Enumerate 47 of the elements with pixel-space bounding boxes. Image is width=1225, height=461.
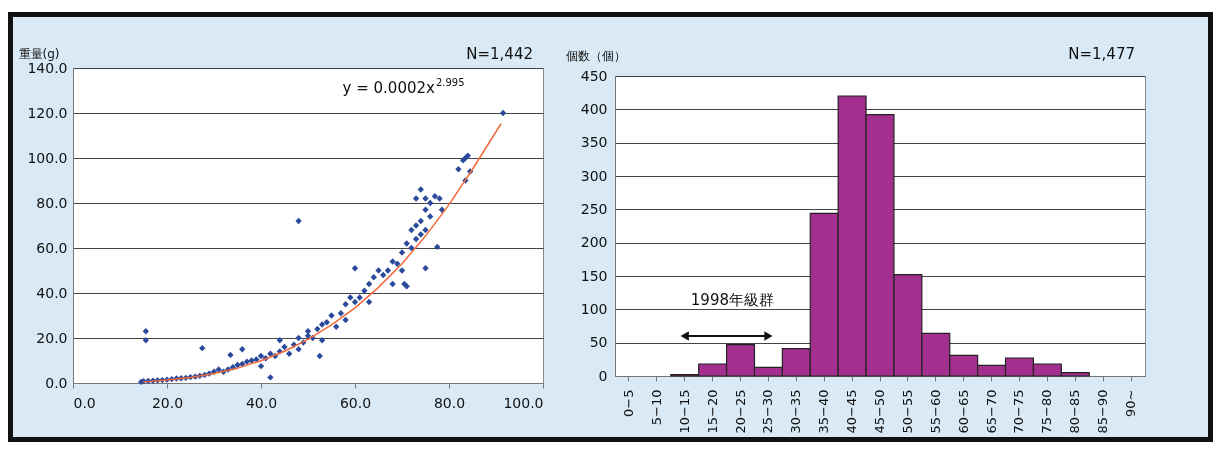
x-tick-label: 5−10	[648, 389, 664, 426]
x-tick-label: 80−85	[1067, 389, 1083, 434]
x-tick-label: 45−50	[872, 389, 887, 434]
x-tick-label: 60.0	[339, 394, 372, 411]
x-tick-label: 30−35	[788, 389, 804, 434]
text: N=1,477	[1068, 45, 1135, 63]
y-tick-label: 350	[580, 134, 608, 151]
y-tick-label: 80.0	[36, 194, 68, 211]
y-tick-label: 0.0	[45, 374, 68, 391]
x-tick-label: 75−80	[1039, 389, 1055, 434]
x-tick-label: 85−90	[1095, 389, 1111, 434]
y-tick-label: 100	[580, 300, 608, 317]
y-axis-title: 個数（個）	[565, 48, 626, 63]
y-tick-label: 100.0	[27, 149, 68, 166]
x-tick-label: 40.0	[245, 394, 278, 411]
y-tick-label: 120.0	[27, 104, 68, 121]
y-axis-title: 重量(g)	[18, 46, 60, 61]
y-tick-label: 300	[580, 167, 608, 184]
annotation: 1998年級群	[690, 291, 774, 309]
y-tick-label: 450	[580, 67, 608, 84]
y-tick-label: 0	[598, 367, 608, 384]
x-tick-label: 20−25	[732, 389, 748, 434]
x-tick-label: 20.0	[151, 394, 184, 411]
x-tick-label: 0.0	[73, 394, 96, 411]
x-tick-label: 55−60	[927, 389, 943, 434]
text: N=1,442	[466, 45, 533, 63]
x-tick-label: 25−30	[760, 389, 776, 434]
x-tick-label: 65−70	[983, 389, 999, 434]
x-tick-label: 50−55	[899, 389, 915, 434]
y-tick-label: 400	[580, 100, 608, 117]
x-tick-label: 0−5	[620, 389, 636, 417]
y-tick-label: 250	[580, 200, 608, 217]
x-tick-label: 100.0	[503, 394, 544, 411]
y-tick-label: 150	[580, 267, 608, 284]
x-tick-label: 60−65	[955, 389, 971, 434]
x-tick-label: 35−40	[816, 389, 832, 434]
x-tick-label: 90~	[1123, 389, 1139, 417]
x-tick-label: 80.0	[433, 394, 466, 411]
y-tick-label: 40.0	[36, 284, 68, 301]
x-tick-label: 70−75	[1011, 389, 1027, 434]
x-tick-label: 40−45	[844, 389, 860, 434]
x-tick-label: 10−15	[676, 389, 692, 434]
y-tick-label: 50	[589, 334, 608, 351]
y-tick-label: 20.0	[36, 329, 68, 346]
x-tick-label: 15−20	[704, 389, 720, 434]
y-tick-label: 60.0	[36, 239, 68, 256]
y-tick-label: 200	[580, 234, 608, 251]
